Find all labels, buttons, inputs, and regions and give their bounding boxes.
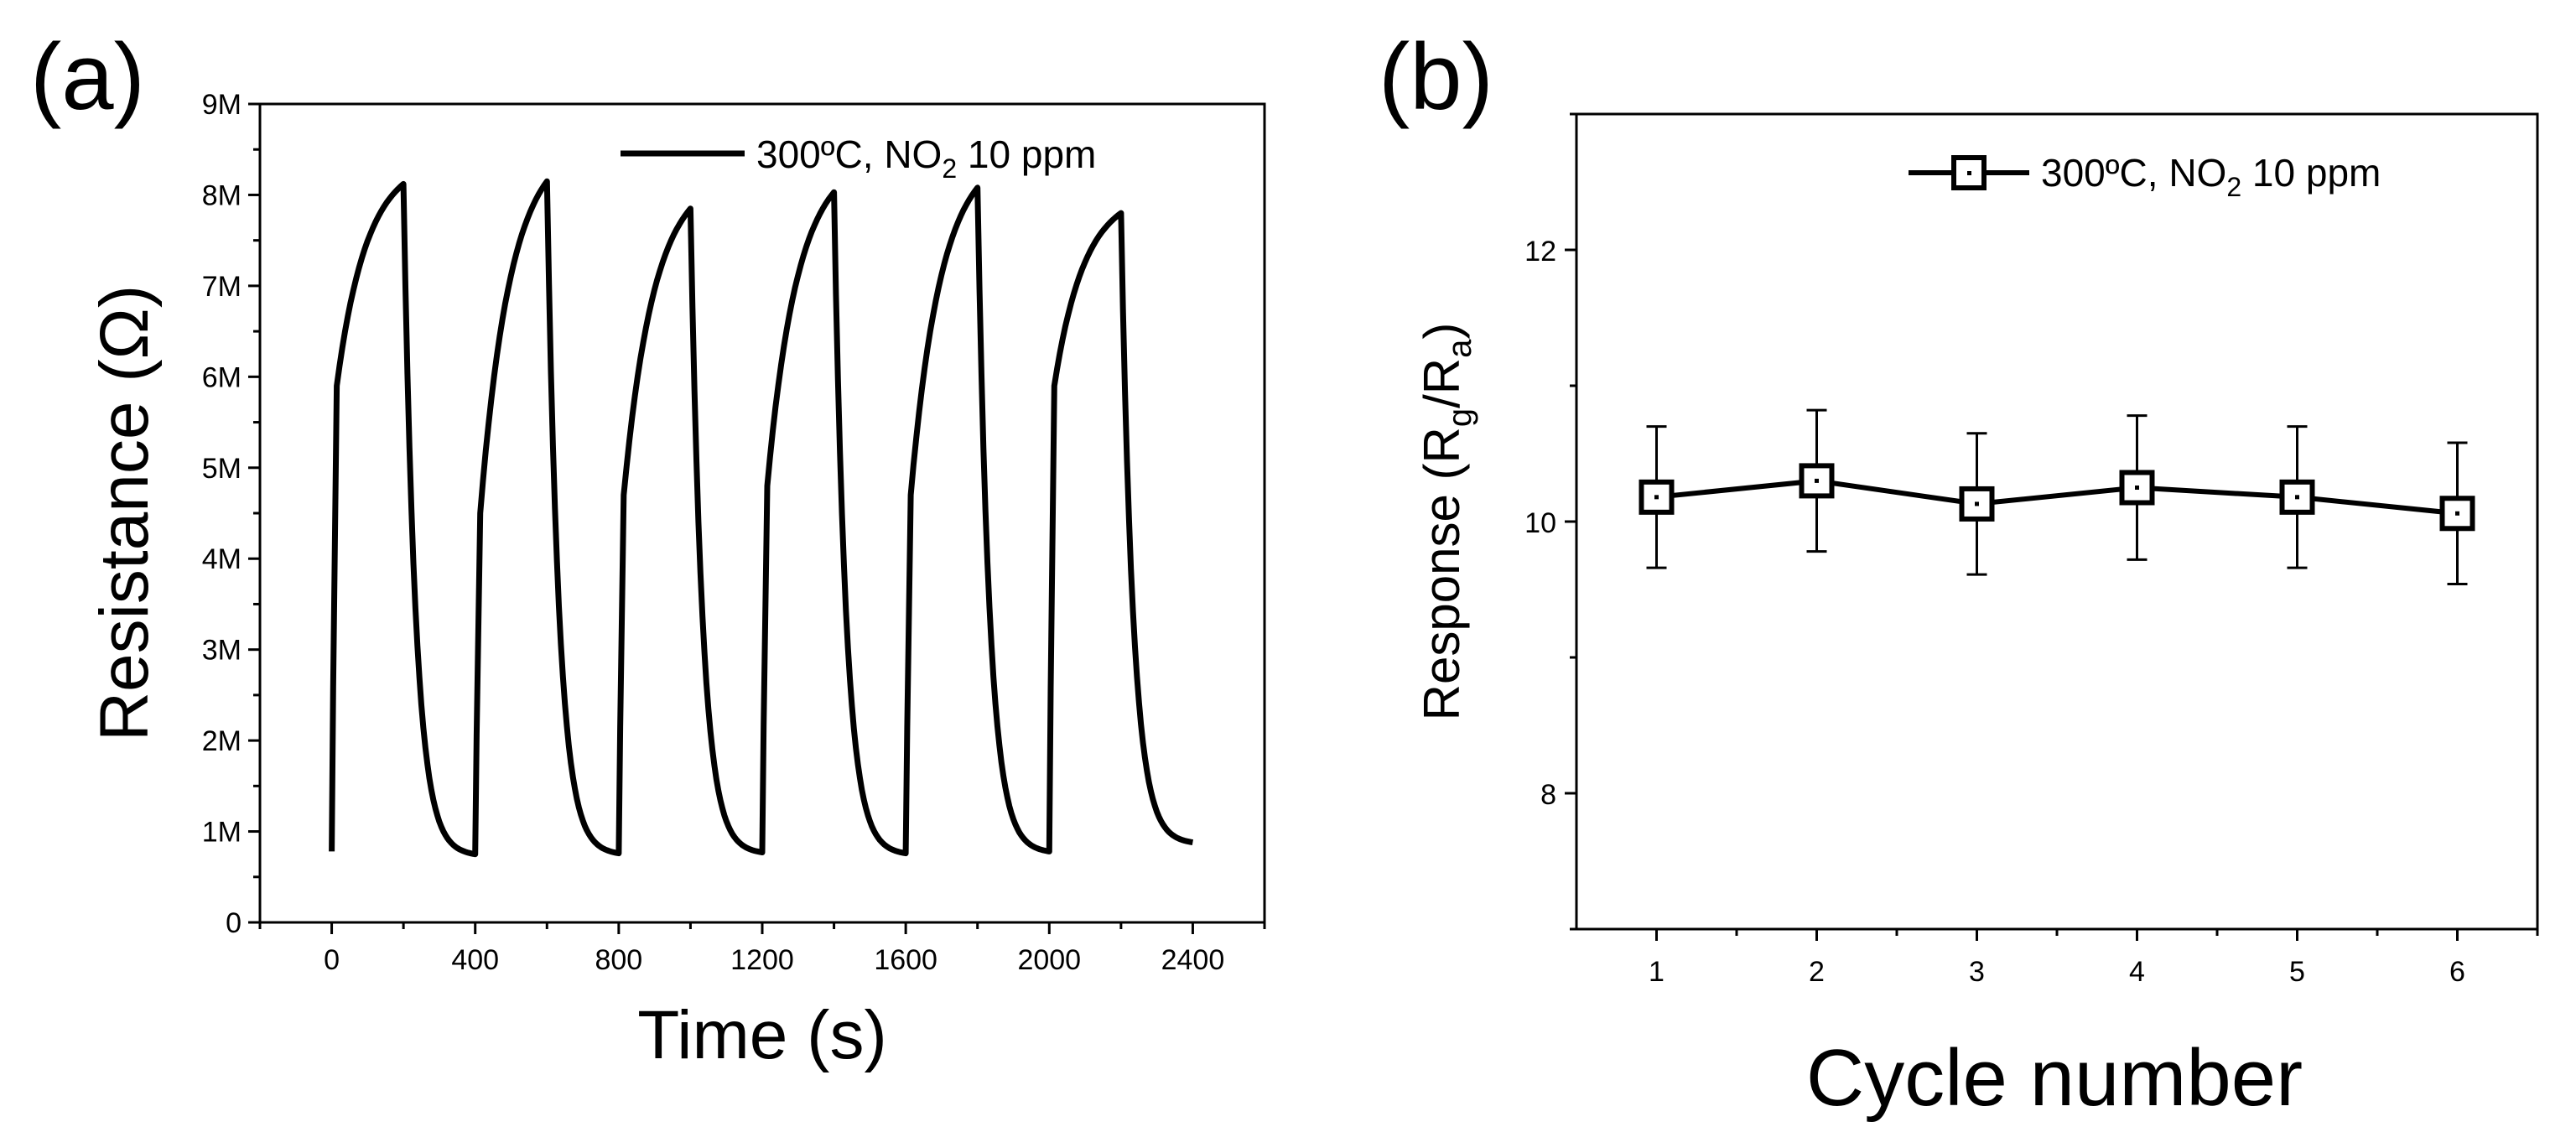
panel-a-y-axis-title: Resistance (Ω) [86, 285, 163, 741]
panel-a-y-tick-label: 6M [202, 361, 242, 393]
panel-a-y-tick-label: 9M [202, 89, 242, 121]
panel-a-x-tick-label: 400 [451, 944, 499, 976]
panel-b-legend-marker-dot-icon [1967, 171, 1971, 175]
panel-a-resistance-chart: (a) 0 1M 2M 3M 4M 5M 6M 7M 8M 9M 0 400 800 1200 1600 2… [30, 24, 1266, 1073]
panel-b-legend-label: 300ºC, NO2 10 ppm [2041, 151, 2381, 202]
panel-a-x-axis: 0 400 800 1200 1600 2000 2400 [258, 922, 1266, 976]
panel-b-x-tick-label: 2 [1809, 956, 1825, 988]
panel-a-label: (a) [30, 24, 145, 129]
panel-b-x-tick-label: 5 [2289, 956, 2305, 988]
panel-a-y-tick-label: 7M [202, 271, 242, 303]
panel-b-y-tick-label: 10 [1524, 507, 1556, 539]
panel-a-x-tick-label: 800 [595, 944, 642, 976]
panel-a-y-axis: 0 1M 2M 3M 4M 5M 6M 7M 8M 9M [202, 89, 260, 939]
panel-a-y-tick-label: 3M [202, 635, 242, 667]
panel-a-legend-label: 300ºC, NO2 10 ppm [756, 132, 1096, 184]
panel-b-series-line [1656, 478, 2458, 517]
panel-b-data-point-center [1654, 495, 1659, 500]
panel-a-y-tick-label: 5M [202, 453, 242, 485]
panel-b-x-tick-label: 1 [1649, 956, 1665, 988]
panel-b-x-axis-title: Cycle number [1806, 1033, 2303, 1123]
panel-b-x-tick-label: 4 [2129, 956, 2145, 988]
panel-b-y-tick-label: 12 [1524, 236, 1556, 267]
panel-a-y-tick-label: 1M [202, 817, 242, 849]
panel-a-x-tick-label: 1200 [730, 944, 794, 976]
panel-a-x-axis-title: Time (s) [637, 997, 887, 1073]
panel-b-x-tick-label: 6 [2449, 956, 2465, 988]
panel-a-y-tick-label: 2M [202, 725, 242, 757]
panel-b-y-axis-title: Response (Rg/Ra) [1414, 323, 1478, 721]
panel-b-data-point [1799, 463, 1835, 499]
panel-a-x-tick-label: 2400 [1161, 944, 1225, 976]
panel-b-data-point-center [1975, 501, 1979, 506]
panel-b-data-points [1639, 463, 2475, 532]
panel-b-data-point-center [2295, 495, 2299, 500]
panel-b-x-axis: 1 2 3 4 5 6 [1649, 929, 2539, 988]
panel-b-y-tick-label: 8 [1540, 779, 1556, 811]
panel-b-data-point-center [2135, 486, 2139, 490]
panel-b-x-tick-label: 3 [1969, 956, 1985, 988]
panel-a-x-tick-label: 1600 [874, 944, 937, 976]
panel-a-y-tick-label: 8M [202, 179, 242, 211]
panel-b-data-point-center [2455, 511, 2459, 516]
panel-a-x-tick-label: 0 [324, 944, 340, 976]
panel-b-data-point [2119, 470, 2155, 506]
panel-a-y-tick-label: 4M [202, 543, 242, 575]
panel-b-y-axis: 8 10 12 [1524, 112, 1576, 931]
panel-b-data-point-center [1815, 478, 1819, 483]
panel-b-label: (b) [1379, 24, 1493, 129]
panel-a-series-line [329, 178, 1194, 858]
panel-a-y-tick-label: 0 [226, 907, 242, 939]
panel-a-x-tick-label: 2000 [1017, 944, 1081, 976]
